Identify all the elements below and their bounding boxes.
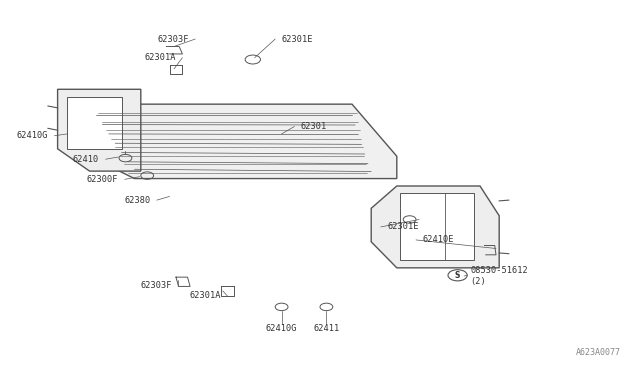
Text: 62380: 62380 <box>124 196 150 205</box>
Text: 62410: 62410 <box>73 155 99 164</box>
Polygon shape <box>58 89 141 171</box>
Text: 62411: 62411 <box>313 324 340 333</box>
Text: 62303F: 62303F <box>157 35 189 44</box>
Polygon shape <box>371 186 499 268</box>
Text: A623A0077: A623A0077 <box>576 348 621 357</box>
Text: 62410E: 62410E <box>422 235 454 244</box>
Text: 62301E: 62301E <box>282 35 313 44</box>
Text: 62301A: 62301A <box>189 291 221 300</box>
Text: 62301A: 62301A <box>145 53 176 62</box>
Text: 62303F: 62303F <box>140 281 172 290</box>
Polygon shape <box>67 97 122 149</box>
Text: 62301: 62301 <box>301 122 327 131</box>
Text: 62300F: 62300F <box>87 175 118 184</box>
Text: 62410G: 62410G <box>17 131 48 140</box>
Polygon shape <box>90 104 397 179</box>
Text: 62410G: 62410G <box>266 324 298 333</box>
Polygon shape <box>400 193 474 260</box>
Text: S: S <box>455 271 460 280</box>
Text: 08530-51612
(2): 08530-51612 (2) <box>470 266 528 286</box>
Text: 62301E: 62301E <box>387 222 419 231</box>
